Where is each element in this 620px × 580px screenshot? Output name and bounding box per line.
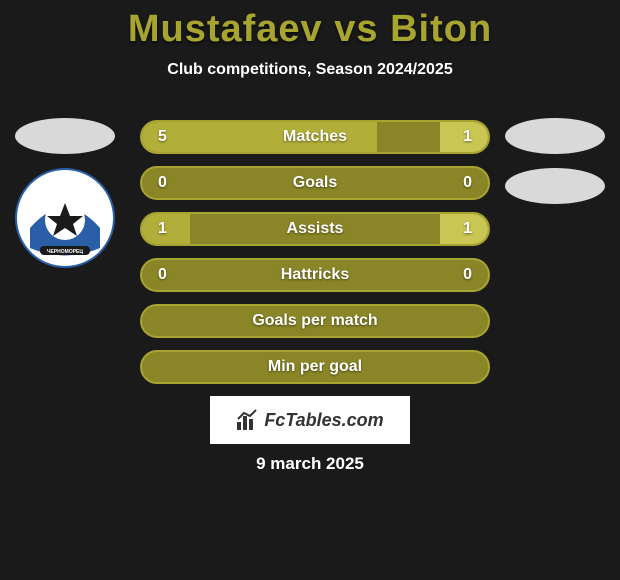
date-label: 9 march 2025 xyxy=(0,454,620,474)
title-right-name: Biton xyxy=(390,8,492,50)
title-left-name: Mustafaev xyxy=(128,8,323,50)
club-badge-left: ЧЕРНОМОРЕЦ xyxy=(15,168,115,268)
right-player-column xyxy=(500,118,610,218)
bar-label: Goals per match xyxy=(142,312,488,330)
subtitle: Club competitions, Season 2024/2025 xyxy=(0,61,620,79)
stat-bar: 00Hattricks xyxy=(140,258,490,292)
stat-bar: 11Assists xyxy=(140,212,490,246)
player-right-avatar xyxy=(505,118,605,154)
bar-label: Goals xyxy=(142,174,488,192)
page-title: Mustafaev vs Biton xyxy=(0,0,620,51)
left-player-column: ЧЕРНОМОРЕЦ xyxy=(10,118,120,268)
stat-bar: Min per goal xyxy=(140,350,490,384)
chart-icon xyxy=(236,409,258,431)
bar-label: Assists xyxy=(142,220,488,238)
club-badge-right-placeholder xyxy=(505,168,605,204)
stat-bar: Goals per match xyxy=(140,304,490,338)
player-left-avatar xyxy=(15,118,115,154)
svg-text:ЧЕРНОМОРЕЦ: ЧЕРНОМОРЕЦ xyxy=(47,249,83,255)
infographic-container: Mustafaev vs Biton Club competitions, Se… xyxy=(0,0,620,580)
comparison-bars: 51Matches 00Goals 11Assists 00Hattricks Goal… xyxy=(140,120,490,384)
stat-bar: 51Matches xyxy=(140,120,490,154)
club-badge-icon: ЧЕРНОМОРЕЦ xyxy=(15,168,115,268)
stat-bar: 00Goals xyxy=(140,166,490,200)
bar-label: Min per goal xyxy=(142,358,488,376)
title-vs: vs xyxy=(323,8,390,50)
logo-text: FcTables.com xyxy=(264,410,383,431)
bar-label: Matches xyxy=(142,128,488,146)
fctables-logo: FcTables.com xyxy=(210,396,410,444)
bar-label: Hattricks xyxy=(142,266,488,284)
